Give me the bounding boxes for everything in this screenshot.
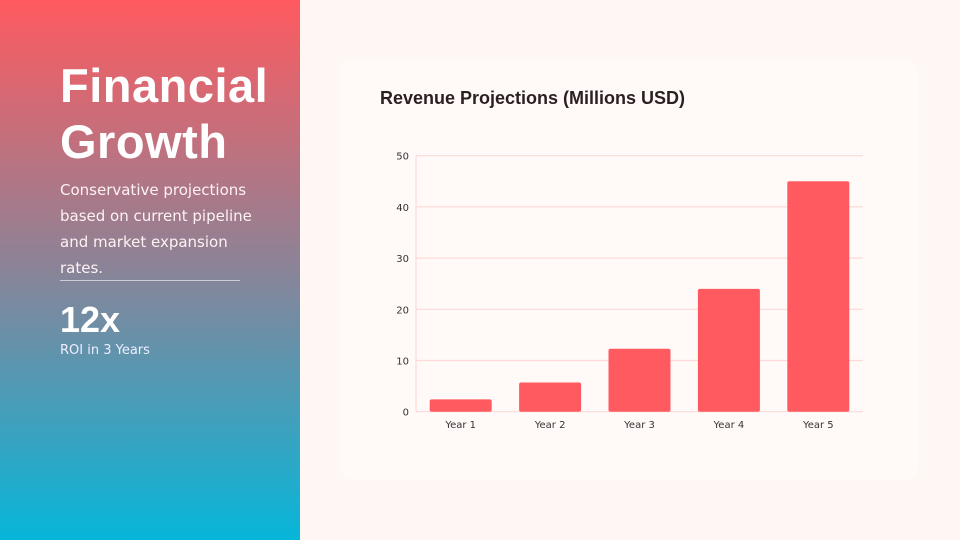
x-tick-label: Year 3 [623, 420, 655, 431]
x-tick-label: Year 2 [534, 420, 566, 431]
y-tick-label: 10 [396, 357, 409, 368]
x-tick-label: Year 5 [802, 420, 834, 431]
y-tick-label: 30 [396, 254, 409, 265]
y-tick-label: 50 [396, 152, 409, 163]
page-title: Financial Growth [60, 59, 269, 168]
stat-label: ROI in 3 Years [60, 343, 150, 358]
y-tick-label: 20 [396, 305, 409, 316]
sidebar-panel: Financial Growth Conservative projection… [0, 0, 300, 540]
description: Conservative projections based on curren… [60, 181, 252, 277]
bar [429, 399, 492, 412]
bar [787, 181, 850, 412]
x-tick-label: Year 1 [444, 420, 476, 431]
bar [697, 288, 760, 412]
chart-title: Revenue Projections (Millions USD) [380, 88, 686, 108]
y-tick-label: 40 [396, 203, 409, 214]
stat-value: 12x [60, 299, 121, 340]
bar [608, 348, 671, 412]
bar [519, 382, 582, 412]
x-tick-label: Year 4 [713, 420, 745, 431]
y-tick-label: 0 [403, 408, 409, 419]
divider [60, 280, 240, 281]
